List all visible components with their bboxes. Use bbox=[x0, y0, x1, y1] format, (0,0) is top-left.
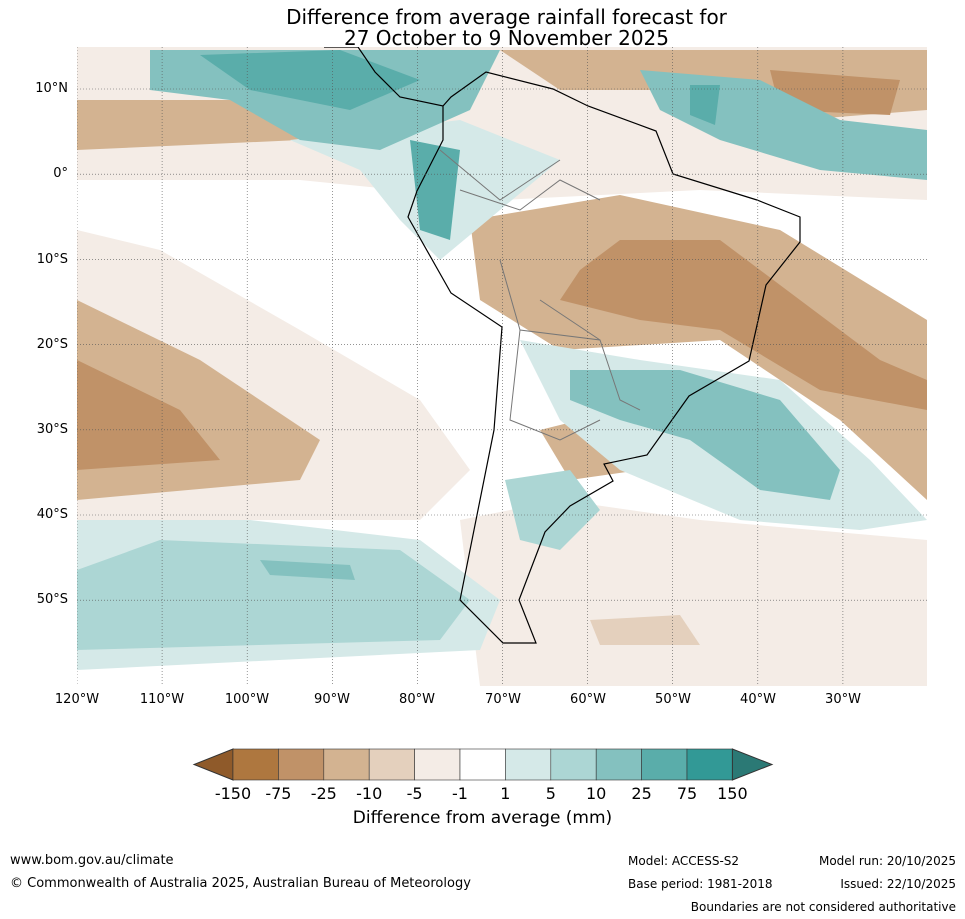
lon-label: 110°W bbox=[139, 692, 185, 707]
colorbar-segment bbox=[686, 748, 733, 781]
model-text: Model: ACCESS-S2 bbox=[628, 854, 740, 868]
title-line-2: 27 October to 9 November 2025 bbox=[343, 26, 670, 50]
anomaly-dry-moderate bbox=[590, 615, 700, 645]
colorbar-tick-label: -75 bbox=[265, 784, 292, 803]
anomaly-dry-strong bbox=[560, 240, 927, 410]
anomaly-dry-light bbox=[460, 500, 927, 686]
anomaly-wet-moderate bbox=[505, 470, 600, 550]
anomaly-wet-strong bbox=[260, 560, 355, 580]
colorbar-tick-label: 150 bbox=[717, 784, 748, 803]
colorbar-segment bbox=[278, 748, 325, 781]
colorbar-tick-label: 5 bbox=[545, 784, 556, 803]
issued-text: Issued: 22/10/2025 bbox=[840, 877, 956, 891]
colorbar-tick-label: -150 bbox=[214, 784, 252, 803]
graticule bbox=[77, 47, 927, 686]
website-text: www.bom.gov.au/climate bbox=[10, 853, 174, 868]
lon-label: 30°W bbox=[825, 692, 861, 707]
lon-label: 80°W bbox=[399, 692, 435, 707]
colorbar-tick-label: -5 bbox=[406, 784, 423, 803]
colorbar-tick-label: -25 bbox=[310, 784, 337, 803]
colorbar-tick-label: 1 bbox=[500, 784, 511, 803]
colorbar-tick-label: -1 bbox=[452, 784, 468, 803]
lon-label: 120°W bbox=[54, 692, 100, 707]
anomaly-dry-moderate bbox=[77, 100, 300, 150]
anomaly-dry-strong bbox=[77, 360, 220, 470]
colorbar-segment bbox=[505, 748, 552, 781]
lon-label: 100°W bbox=[224, 692, 270, 707]
colorbar bbox=[192, 748, 774, 781]
colorbar-segment bbox=[323, 748, 370, 781]
lon-label: 60°W bbox=[570, 692, 606, 707]
colorbar-segment bbox=[550, 748, 597, 781]
copyright-text: © Commonwealth of Australia 2025, Austra… bbox=[10, 876, 471, 891]
colorbar-segment bbox=[459, 748, 506, 781]
colorbar-tick-label: -10 bbox=[356, 784, 383, 803]
lat-label: 40°S bbox=[36, 507, 68, 522]
base-period-text: Base period: 1981-2018 bbox=[628, 877, 773, 891]
colorbar-segment bbox=[595, 748, 642, 781]
lat-label: 30°S bbox=[36, 422, 68, 437]
model-run-text: Model run: 20/10/2025 bbox=[818, 854, 956, 868]
colorbar-segment bbox=[414, 748, 461, 781]
lon-label: 40°W bbox=[740, 692, 776, 707]
anomaly-wet-very-strong bbox=[200, 50, 420, 110]
lat-label: 10°S bbox=[36, 252, 68, 267]
colorbar-label: Difference from average (mm) bbox=[352, 808, 613, 828]
title-line-1: Difference from average rainfall forecas… bbox=[286, 5, 727, 29]
lat-label: 10°N bbox=[35, 81, 68, 96]
colorbar-extend-low bbox=[192, 748, 234, 781]
colorbar-segment bbox=[232, 748, 279, 781]
lat-label: 50°S bbox=[36, 592, 68, 607]
anomaly-wet-moderate bbox=[77, 540, 470, 650]
colorbar-segment bbox=[641, 748, 688, 781]
lon-label: 90°W bbox=[314, 692, 350, 707]
lat-label: 20°S bbox=[36, 337, 68, 352]
colorbar-segment bbox=[368, 748, 415, 781]
country-borders bbox=[439, 149, 641, 441]
anomaly-wet-very-strong bbox=[690, 85, 720, 125]
anomaly-wet-very-strong bbox=[410, 140, 460, 240]
colorbar-tick-label: 25 bbox=[631, 784, 652, 803]
lon-label: 70°W bbox=[485, 692, 521, 707]
lat-label: 0° bbox=[53, 166, 68, 181]
coastline-south-america bbox=[324, 47, 801, 644]
colorbar-tick-label: 10 bbox=[586, 784, 607, 803]
anomaly-wet-strong bbox=[570, 370, 840, 500]
colorbar-extend-high bbox=[731, 748, 774, 781]
disclaimer-text: Boundaries are not considered authoritat… bbox=[690, 900, 956, 914]
colorbar-tick-label: 75 bbox=[676, 784, 698, 803]
lon-label: 50°W bbox=[655, 692, 691, 707]
